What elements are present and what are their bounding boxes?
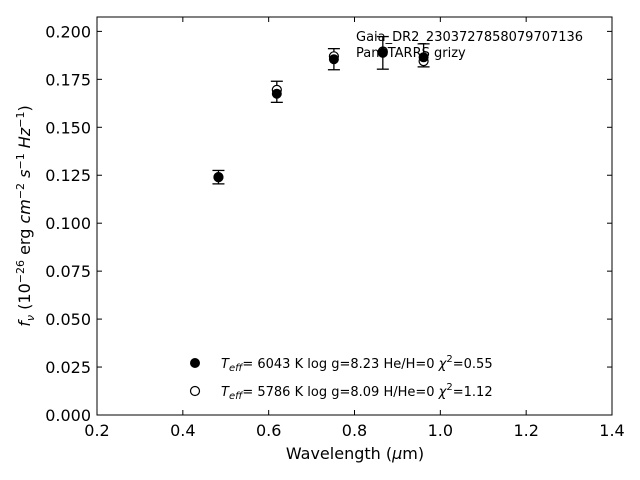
x-tick-label: 0.6 (256, 421, 281, 440)
object-name-annotation: Gaia_DR2_2303727858079707136 (356, 30, 583, 45)
data-point-filled (328, 54, 339, 65)
x-tick-label: 0.4 (170, 421, 195, 440)
y-tick-label: 0.175 (45, 70, 91, 89)
legend-marker-filled (190, 358, 200, 368)
plot-area (96, 16, 613, 416)
legend-entry-2: Teff= 5786 K log g=8.09 H/He=0 χ2=1.12 (221, 382, 493, 402)
legend: Teff= 6043 K log g=8.23 He/H=0 χ2=0.55 T… (189, 354, 493, 402)
x-tick-label: 1.4 (599, 421, 624, 440)
y-tick-label: 0.025 (45, 358, 91, 377)
x-tick-label: 0.8 (342, 421, 367, 440)
data-point-filled (213, 172, 224, 183)
y-axis-label: fν (10−26 erg cm−2 s−1 Hz−1) (14, 105, 37, 326)
y-tick-label: 0.000 (45, 406, 91, 425)
axes-frame (96, 16, 613, 416)
data-point-filled (377, 47, 388, 58)
y-tick-label: 0.050 (45, 310, 91, 329)
data-point-filled (418, 52, 429, 63)
survey-annotation: PanSTARRS grizy (356, 46, 466, 61)
y-tick-label: 0.150 (45, 118, 91, 137)
x-tick-label: 1.2 (513, 421, 538, 440)
y-tick-label: 0.100 (45, 214, 91, 233)
data-marks (212, 35, 430, 185)
x-axis-label: Wavelength (μm) (286, 444, 424, 463)
x-tick-label: 1.0 (428, 421, 453, 440)
data-point-filled (271, 88, 282, 99)
axis-ticks: 0.2 0.4 0.6 0.8 1.0 1.2 1.4 0.000 0.025 0.050 0.07… (45, 17, 625, 440)
y-tick-label: 0.200 (45, 22, 91, 41)
y-tick-label: 0.125 (45, 166, 91, 185)
legend-entry-1: Teff= 6043 K log g=8.23 He/H=0 χ2=0.55 (221, 354, 493, 374)
legend-marker-open (189, 385, 201, 397)
y-tick-label: 0.075 (45, 262, 91, 281)
x-tick-label: 0.2 (84, 421, 109, 440)
